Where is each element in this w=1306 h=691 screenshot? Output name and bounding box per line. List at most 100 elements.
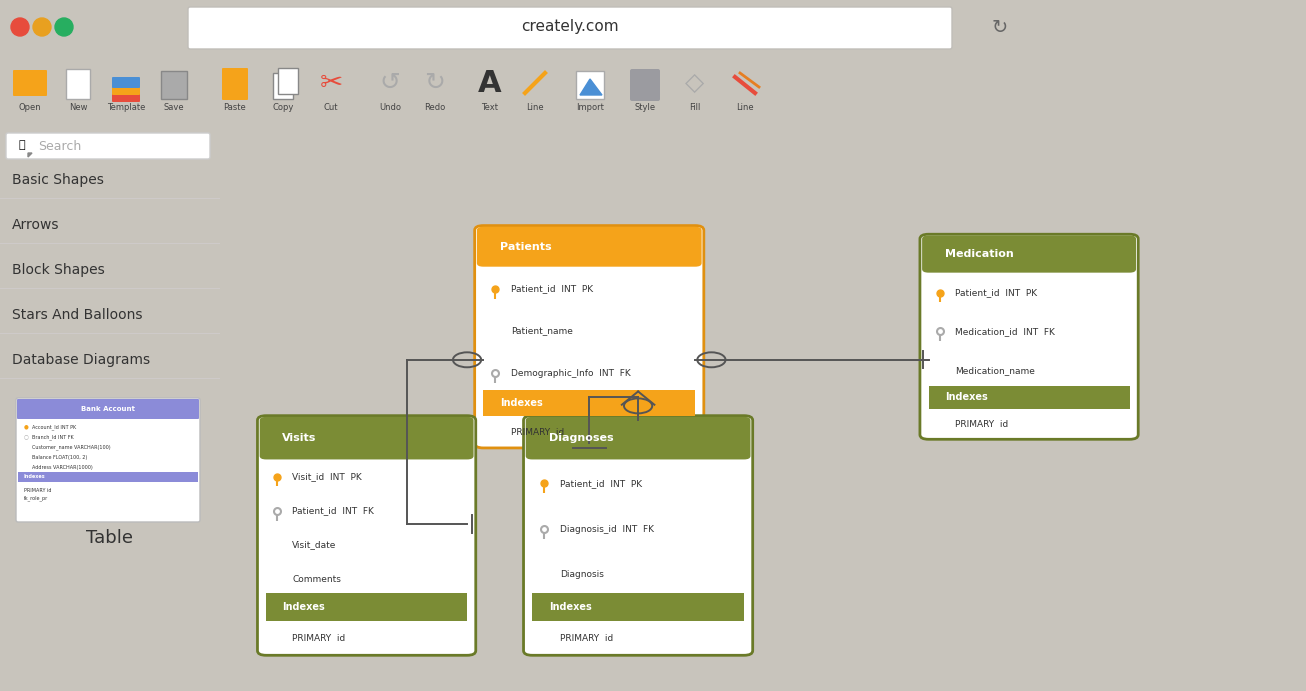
Text: Visit_id  INT  PK: Visit_id INT PK — [293, 472, 362, 481]
Text: ↻: ↻ — [991, 17, 1008, 37]
FancyBboxPatch shape — [112, 91, 140, 102]
Bar — [483, 390, 695, 415]
Text: Cut: Cut — [324, 102, 338, 111]
Bar — [18, 409, 199, 418]
FancyBboxPatch shape — [526, 417, 751, 460]
Text: Patient_id  INT  PK: Patient_id INT PK — [560, 479, 641, 488]
Text: Line: Line — [737, 102, 754, 111]
Text: Patient_id  INT  FK: Patient_id INT FK — [293, 507, 374, 515]
Text: creately.com: creately.com — [521, 19, 619, 35]
FancyBboxPatch shape — [7, 133, 210, 159]
Text: Balance FLOAT(100, 2): Balance FLOAT(100, 2) — [33, 455, 88, 460]
FancyBboxPatch shape — [112, 77, 140, 88]
Text: Customer_name VARCHAR(100): Customer_name VARCHAR(100) — [33, 444, 111, 450]
Text: Search: Search — [38, 140, 81, 153]
Text: Visits: Visits — [282, 433, 316, 443]
Text: Arrows: Arrows — [12, 218, 60, 232]
Text: Undo: Undo — [379, 102, 401, 111]
Bar — [18, 472, 199, 482]
Text: Patient_id  INT  PK: Patient_id INT PK — [511, 284, 593, 293]
Bar — [266, 438, 468, 456]
Text: ◇: ◇ — [686, 71, 705, 95]
FancyBboxPatch shape — [16, 398, 200, 522]
Text: Medication_id  INT  FK: Medication_id INT FK — [955, 327, 1055, 336]
Text: Indexes: Indexes — [549, 602, 592, 612]
Text: ↺: ↺ — [380, 71, 401, 95]
Bar — [576, 71, 603, 99]
Text: PRIMARY id: PRIMARY id — [24, 487, 51, 493]
FancyBboxPatch shape — [17, 399, 199, 419]
Bar — [533, 438, 744, 456]
Text: Account_Id INT PK: Account_Id INT PK — [33, 424, 76, 430]
Text: Diagnosis: Diagnosis — [560, 570, 603, 579]
Text: Open: Open — [18, 102, 42, 111]
Bar — [483, 247, 695, 263]
Text: Medication_name: Medication_name — [955, 366, 1034, 375]
Text: Address VARCHAR(1000): Address VARCHAR(1000) — [33, 464, 93, 469]
Bar — [929, 386, 1130, 409]
Text: Line: Line — [526, 102, 543, 111]
Text: ✂: ✂ — [320, 69, 342, 97]
Circle shape — [55, 18, 73, 36]
Text: Text: Text — [482, 102, 499, 111]
FancyBboxPatch shape — [474, 225, 704, 448]
FancyBboxPatch shape — [13, 70, 47, 96]
Text: Demographic_Info  INT  FK: Demographic_Info INT FK — [511, 368, 631, 378]
Bar — [278, 68, 298, 94]
Text: PRIMARY  id: PRIMARY id — [560, 634, 613, 643]
Text: Medication: Medication — [944, 249, 1013, 259]
FancyBboxPatch shape — [188, 7, 952, 49]
Polygon shape — [580, 79, 602, 95]
Bar — [273, 73, 293, 99]
FancyBboxPatch shape — [260, 417, 474, 460]
Text: Template: Template — [107, 102, 145, 111]
Text: Stars And Balloons: Stars And Balloons — [12, 308, 142, 322]
Text: Paste: Paste — [223, 102, 247, 111]
Text: Database Diagrams: Database Diagrams — [12, 353, 150, 367]
Bar — [533, 593, 744, 621]
FancyBboxPatch shape — [922, 236, 1136, 273]
Text: fk_role_pr: fk_role_pr — [24, 495, 48, 501]
Text: Diagnoses: Diagnoses — [549, 433, 614, 443]
Text: PRIMARY  id: PRIMARY id — [955, 420, 1008, 429]
FancyBboxPatch shape — [629, 69, 660, 101]
Text: New: New — [69, 102, 88, 111]
Text: Import: Import — [576, 102, 603, 111]
FancyBboxPatch shape — [477, 227, 701, 267]
Bar — [161, 71, 187, 99]
Text: ↻: ↻ — [424, 71, 445, 95]
Text: Style: Style — [635, 102, 656, 111]
Text: ●: ● — [24, 424, 29, 430]
Text: Basic Shapes: Basic Shapes — [12, 173, 104, 187]
Text: Bank Account: Bank Account — [81, 406, 135, 412]
Text: Block Shapes: Block Shapes — [12, 263, 104, 277]
Text: Fill: Fill — [690, 102, 701, 111]
Text: Comments: Comments — [293, 575, 341, 584]
Text: Table: Table — [86, 529, 133, 547]
Text: Redo: Redo — [424, 102, 445, 111]
FancyBboxPatch shape — [524, 416, 752, 655]
FancyBboxPatch shape — [112, 84, 140, 95]
Text: Copy: Copy — [273, 102, 294, 111]
FancyBboxPatch shape — [257, 416, 475, 655]
Bar — [266, 593, 468, 621]
Text: Indexes: Indexes — [944, 392, 987, 402]
Text: Branch_Id INT FK: Branch_Id INT FK — [33, 434, 73, 440]
Circle shape — [33, 18, 51, 36]
Text: PRIMARY  id: PRIMARY id — [293, 634, 346, 643]
Circle shape — [10, 18, 29, 36]
Bar — [929, 254, 1130, 269]
Text: Patient_name: Patient_name — [511, 326, 573, 335]
Text: Indexes: Indexes — [500, 398, 543, 408]
FancyBboxPatch shape — [222, 68, 248, 100]
Text: Indexes: Indexes — [24, 475, 46, 480]
Text: PRIMARY  id: PRIMARY id — [511, 428, 564, 437]
Text: Diagnosis_id  INT  FK: Diagnosis_id INT FK — [560, 524, 654, 533]
Text: Visit_date: Visit_date — [293, 540, 337, 549]
Polygon shape — [27, 153, 33, 157]
Text: 🔍: 🔍 — [18, 140, 25, 150]
Text: Save: Save — [163, 102, 184, 111]
Text: A: A — [478, 68, 502, 97]
Text: Indexes: Indexes — [282, 602, 325, 612]
Bar — [67, 69, 90, 99]
